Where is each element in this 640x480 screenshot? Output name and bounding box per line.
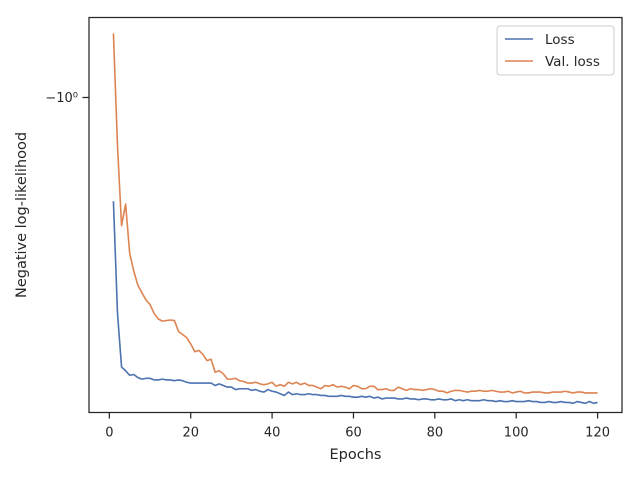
x-tick-label: 120 bbox=[585, 426, 610, 441]
series-line-val-loss bbox=[112, 33, 598, 394]
legend-label-val-loss: Val. loss bbox=[545, 54, 600, 70]
x-axis-label: Epochs bbox=[330, 447, 382, 463]
x-tick-label: 20 bbox=[182, 426, 199, 441]
x-axis: 0 20 40 60 80 100 120 bbox=[105, 412, 610, 441]
y-tick-label: −10⁰ bbox=[45, 91, 78, 106]
legend-label-loss: Loss bbox=[545, 32, 575, 48]
x-tick-label: 80 bbox=[427, 426, 444, 441]
x-tick-label: 0 bbox=[105, 426, 113, 441]
x-tick-label: 60 bbox=[345, 426, 362, 441]
x-tick-label: 40 bbox=[264, 426, 281, 441]
series-line-loss bbox=[112, 201, 598, 405]
x-tick-label: 100 bbox=[504, 426, 529, 441]
legend: Loss Val. loss bbox=[496, 25, 615, 76]
y-axis-label: Negative log-likelihood bbox=[14, 132, 30, 298]
axes-frame bbox=[88, 16, 623, 414]
y-axis: −10⁰ bbox=[45, 91, 89, 106]
plot-area bbox=[112, 33, 598, 405]
